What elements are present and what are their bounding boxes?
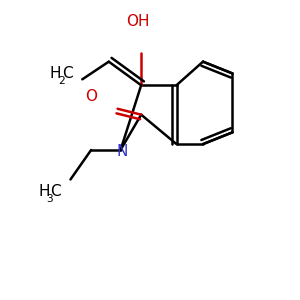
Text: O: O: [85, 89, 97, 104]
Text: H: H: [50, 66, 62, 81]
Text: 2: 2: [58, 76, 64, 86]
Text: 3: 3: [46, 194, 53, 204]
Text: C: C: [50, 184, 61, 199]
Text: N: N: [116, 144, 128, 159]
Text: C: C: [62, 66, 73, 81]
Text: OH: OH: [127, 14, 150, 29]
Text: H: H: [38, 184, 50, 199]
